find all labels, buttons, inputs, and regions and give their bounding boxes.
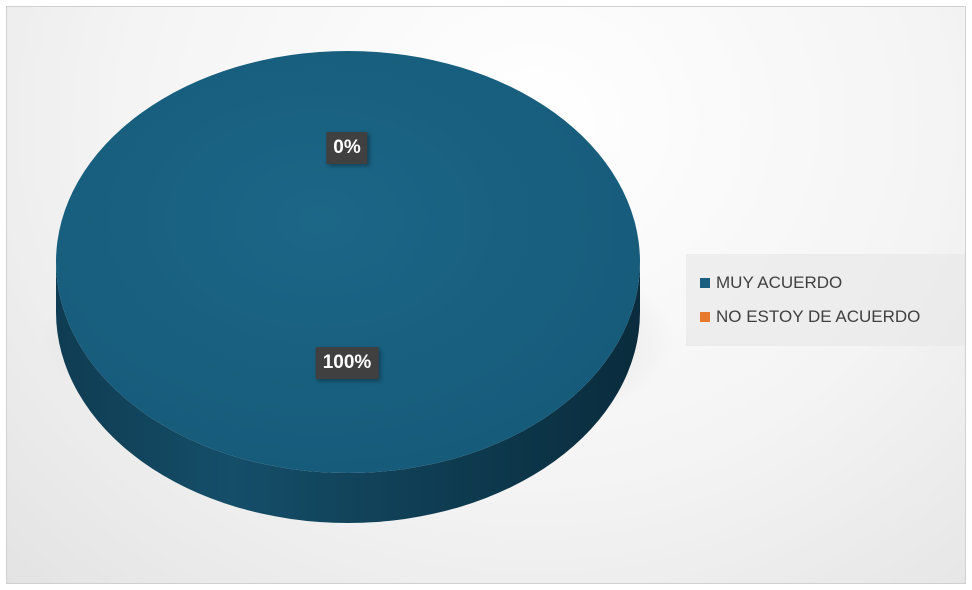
legend-item-no-estoy-de-acuerdo: NO ESTOY DE ACUERDO (700, 300, 965, 334)
data-label-no-estoy-de-acuerdo: 0% (326, 132, 368, 164)
data-label-muy-acuerdo: 100% (315, 347, 379, 379)
legend-swatch-no-estoy-de-acuerdo (700, 312, 710, 322)
legend-label-no-estoy-de-acuerdo: NO ESTOY DE ACUERDO (716, 307, 921, 326)
pie-slice-muy-acuerdo (56, 51, 640, 473)
chart-legend: MUY ACUERDO NO ESTOY DE ACUERDO (686, 254, 965, 346)
legend-item-muy-acuerdo: MUY ACUERDO (700, 266, 965, 300)
legend-label-muy-acuerdo: MUY ACUERDO (716, 273, 843, 292)
pie-side-wall (56, 262, 640, 523)
pie-chart (40, 51, 676, 523)
pie-chart-area: 100% 0% MUY ACUERDO NO ESTOY DE ACUERDO (6, 6, 966, 584)
legend-swatch-muy-acuerdo (700, 278, 710, 288)
